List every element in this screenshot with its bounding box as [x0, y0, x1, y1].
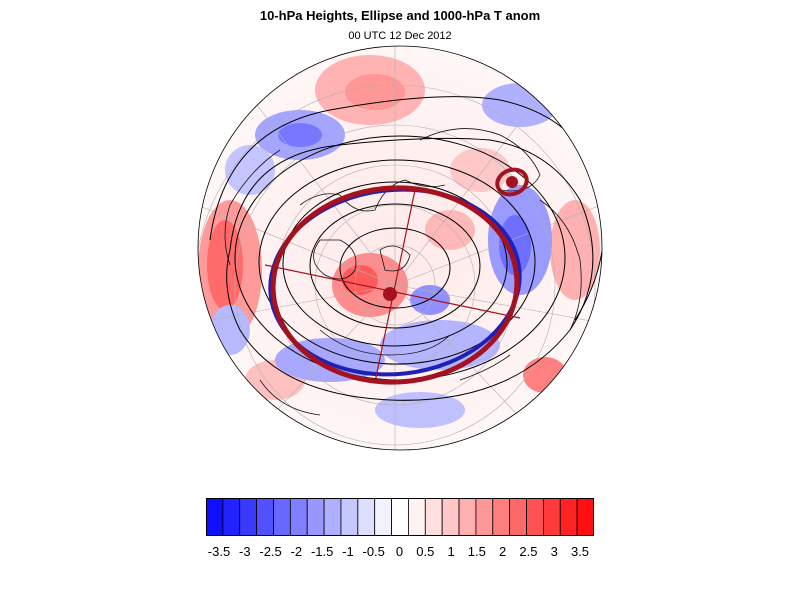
colorbar-box: [323, 498, 342, 536]
colorbar-tick-label: -3: [239, 544, 251, 559]
colorbar-tick-label: -1.5: [310, 544, 334, 559]
colorbar-box: [492, 498, 511, 536]
colorbar-tick-label: 3: [550, 544, 558, 559]
cold-anomaly-patch: [278, 123, 322, 147]
cold-anomaly-patch: [410, 285, 450, 315]
colorbar-box: [357, 498, 376, 536]
vortex-ellipse: [270, 185, 520, 385]
colorbar-box: [458, 498, 477, 536]
globe-outline: [197, 45, 603, 451]
colorbar: [206, 498, 594, 536]
colorbar-box: [340, 498, 359, 536]
chart-subtitle: 00 UTC 12 Dec 2012: [348, 30, 452, 42]
colorbar-box: [289, 498, 308, 536]
colorbar-box: [576, 498, 594, 536]
warm-anomaly-patch: [345, 74, 405, 110]
secondary-vortex-ellipse: [495, 167, 529, 197]
colorbar-tick-label: 3.5: [570, 544, 590, 559]
colorbar-box: [256, 498, 274, 536]
colorbar-border: [206, 498, 594, 536]
colorbar-tick-label: -2.5: [259, 544, 282, 559]
colorbar-box: [475, 498, 494, 536]
colorbar-tick-label: 2.5: [519, 544, 538, 559]
secondary-vortex-center: [506, 176, 518, 188]
colorbar-tick-label: 0: [395, 544, 404, 559]
warm-anomaly-patch: [425, 210, 475, 250]
colorbar-tick-label: -2: [290, 544, 303, 559]
colorbar-labels: -3.5 -3 -2.5 -2 -1.5 -1 -0.5 0 0.5 1 1.5 2 2.5 3 3.5: [0, 540, 800, 560]
colorbar-box: [526, 498, 544, 536]
warm-anomaly-patch: [550, 200, 600, 300]
warm-anomaly-patch: [450, 148, 510, 192]
colorbar-box: [306, 498, 325, 536]
colorbar-box: [559, 498, 578, 536]
colorbar-tick-label: -3.5: [207, 544, 231, 559]
colorbar-box: [374, 498, 392, 536]
warm-anomaly-patch: [523, 357, 567, 393]
cold-anomaly-patch: [210, 305, 250, 355]
colorbar-tick-label: 0.5: [416, 544, 435, 559]
colorbar-box: [273, 498, 291, 536]
ellipse-minor-axis: [374, 189, 416, 383]
cold-anomaly-patch: [375, 392, 465, 428]
colorbar-box: [509, 498, 527, 536]
colorbar-tick-label: -1: [342, 544, 354, 559]
cold-anomaly-patch: [225, 145, 275, 195]
warm-anomaly-patch: [207, 220, 243, 310]
colorbar-box: [222, 498, 241, 536]
colorbar-box: [424, 498, 443, 536]
ellipse-center-marker: [383, 287, 397, 301]
colorbar-tick-label: 2: [499, 544, 507, 559]
colorbar-box: [542, 498, 561, 536]
chart-title: 10-hPa Heights, Ellipse and 1000-hPa T a…: [259, 8, 541, 23]
colorbar-box: [239, 498, 258, 536]
colorbar-tick-label: 1.5: [467, 544, 486, 559]
colorbar-box: [441, 498, 460, 536]
colorbar-box: [408, 498, 426, 536]
colorbar-tick-label: 1: [447, 544, 455, 559]
colorbar-box: [391, 498, 409, 536]
warm-anomaly-patch: [342, 265, 378, 295]
colorbar-tick-label: -0.5: [362, 544, 385, 559]
colorbar-box: [206, 498, 224, 536]
